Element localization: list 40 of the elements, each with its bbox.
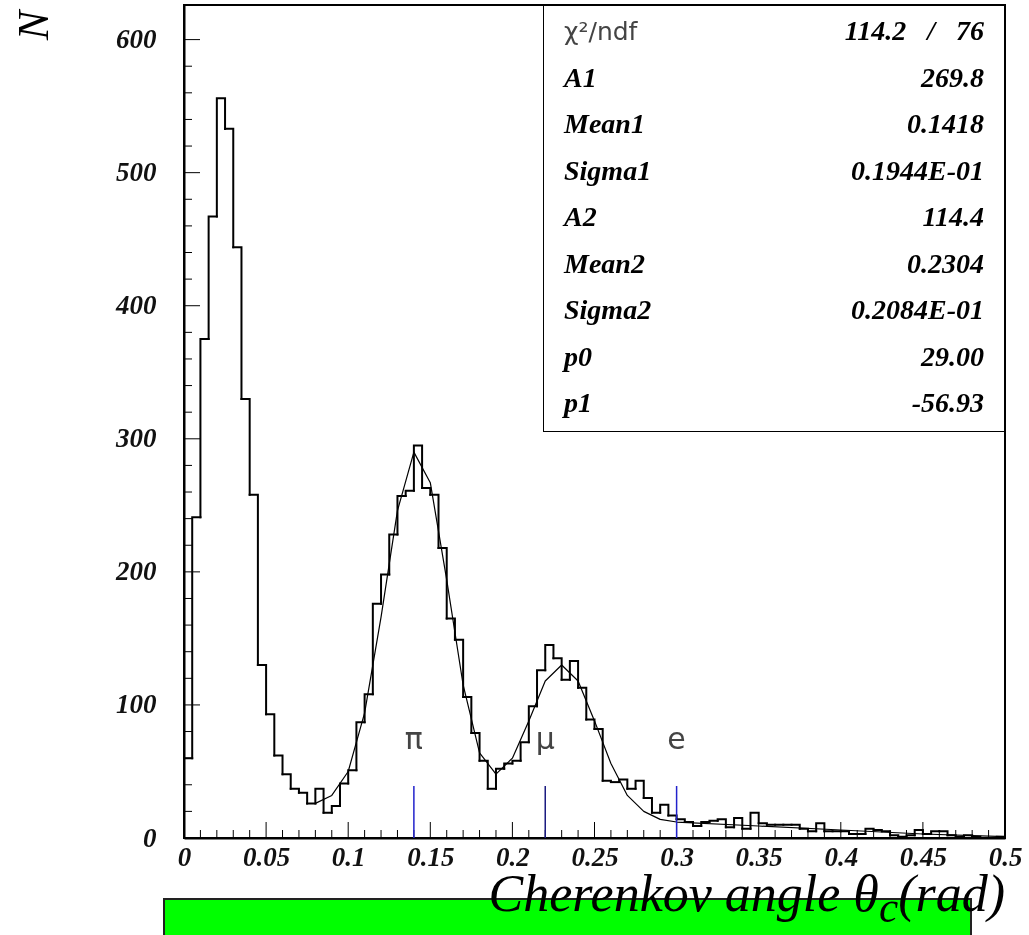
x-tick-label: 0.15 [407, 841, 455, 872]
annotation: A2 [564, 201, 597, 234]
x-tick-label: 0.45 [899, 841, 948, 872]
x-tick-label: 0.2 [496, 841, 530, 872]
annotation: Sigma1 [564, 154, 652, 187]
annotation: Mean2 [564, 247, 645, 280]
annotation: Mean1 [564, 108, 645, 141]
y-tick-label: 0 [143, 822, 157, 853]
annotation: A1 [564, 61, 597, 94]
y-axis-title: N [8, 8, 58, 42]
annotation: 0.1418 [907, 108, 984, 141]
y-tick-label: 400 [115, 290, 157, 321]
y-tick-label: 500 [116, 157, 157, 188]
annotation: 114.2 / 76 [844, 15, 984, 48]
annotation: 0.2084E-01 [851, 294, 984, 327]
ref-line-label: e [667, 721, 686, 756]
annotation: χ²/ndf [564, 16, 638, 46]
annotation: 0.1944E-01 [851, 154, 984, 187]
x-tick-label: 0.3 [660, 841, 694, 872]
x-tick-label: 0.4 [824, 841, 859, 872]
y-tick-label: 300 [115, 423, 157, 454]
annotation: 29.00 [921, 340, 984, 373]
y-tick-label: 600 [116, 24, 157, 55]
annotation: 269.8 [921, 61, 984, 94]
y-tick-label: 100 [116, 689, 157, 720]
x-tick-label: 0.25 [571, 841, 619, 872]
ref-line-label: π [404, 721, 423, 756]
annotation: 0.2304 [907, 247, 984, 280]
x-tick-label: 0.05 [242, 841, 291, 872]
x-tick-label: 0.5 [988, 841, 1023, 872]
ref-line-label: μ [535, 721, 555, 756]
y-tick-label: 200 [115, 556, 157, 587]
annotation: Sigma2 [564, 294, 652, 327]
annotation: -56.93 [911, 387, 984, 420]
annotation: p0 [564, 340, 592, 373]
annotation: p1 [564, 387, 592, 420]
x-tick-label: 0 [177, 841, 192, 872]
annotation: 114.4 [922, 201, 984, 234]
x-tick-label: 0.35 [735, 841, 783, 872]
x-tick-label: 0.1 [331, 841, 366, 872]
